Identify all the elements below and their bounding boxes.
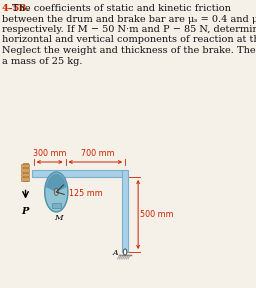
Text: respectively. If M − 50 N·m and P − 85 N, determine the: respectively. If M − 50 N·m and P − 85 N… (2, 25, 256, 34)
Bar (22, 177, 29, 181)
Text: M: M (54, 214, 62, 222)
Bar (22, 168, 29, 172)
Wedge shape (46, 174, 67, 192)
Bar (122, 170, 128, 252)
Circle shape (45, 172, 68, 212)
Bar (22, 173, 29, 176)
Bar (32, 170, 126, 177)
Circle shape (54, 189, 58, 196)
Text: between the drum and brake bar are μₛ = 0.4 and μₖ = 0.3,: between the drum and brake bar are μₛ = … (2, 14, 256, 24)
Text: A: A (113, 249, 118, 257)
Text: horizontal and vertical components of reaction at the pin O.: horizontal and vertical components of re… (2, 35, 256, 45)
Bar (52, 203, 61, 208)
Text: 4–58.: 4–58. (2, 4, 30, 13)
Text: Neglect the weight and thickness of the brake. The drum has: Neglect the weight and thickness of the … (2, 46, 256, 55)
Text: 125 mm: 125 mm (69, 190, 103, 198)
Bar (23, 162, 28, 181)
Text: 300 mm: 300 mm (33, 149, 66, 158)
Text: 700 mm: 700 mm (81, 149, 115, 158)
Text: P: P (21, 207, 29, 217)
Text: The coefficients of static and kinetic friction: The coefficients of static and kinetic f… (12, 4, 231, 13)
Text: O: O (50, 186, 57, 194)
Circle shape (123, 249, 127, 255)
Bar (22, 164, 29, 167)
Text: a mass of 25 kg.: a mass of 25 kg. (2, 56, 82, 65)
Text: B: B (51, 174, 57, 182)
Text: 500 mm: 500 mm (140, 210, 174, 219)
